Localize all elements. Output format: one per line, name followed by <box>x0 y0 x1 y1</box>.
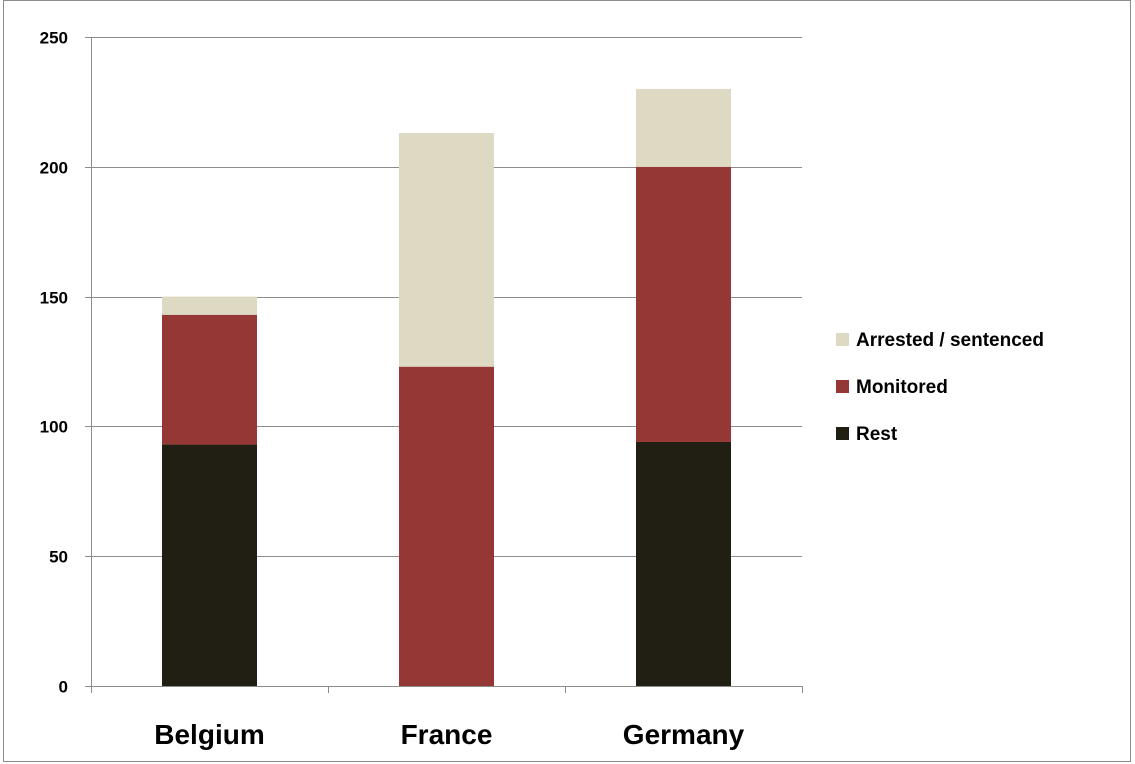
y-tick-label: 0 <box>59 678 68 697</box>
y-tick-label: 50 <box>49 548 68 567</box>
bar-belgium-arrested-sentenced <box>162 296 257 315</box>
bars <box>162 88 731 686</box>
x-tick-label: Belgium <box>154 719 264 750</box>
bar-belgium-rest <box>162 444 257 686</box>
bar-germany-rest <box>636 441 731 686</box>
y-tick-label: 100 <box>40 418 68 437</box>
axes <box>85 37 803 693</box>
x-tick-label: France <box>401 719 493 750</box>
bar-germany-arrested-sentenced <box>636 88 731 167</box>
x-tick-label: Germany <box>623 719 745 750</box>
bar-france-arrested-sentenced <box>399 133 494 367</box>
bar-belgium-monitored <box>162 314 257 445</box>
y-tick-label: 250 <box>40 29 68 48</box>
bar-france-monitored <box>399 366 494 686</box>
legend-swatch <box>836 333 849 346</box>
legend-label: Monitored <box>856 377 948 398</box>
legend-label: Rest <box>856 424 898 445</box>
y-tick-labels: 0 50 100 150 200 250 <box>40 29 68 697</box>
y-tick-label: 150 <box>40 289 68 308</box>
bar-germany-monitored <box>636 166 731 442</box>
legend-label: Arrested / sentenced <box>856 330 1044 351</box>
y-tick-label: 200 <box>40 159 68 178</box>
legend: Arrested / sentenced Monitored Rest <box>836 330 1044 445</box>
x-tick-labels: Belgium France Germany <box>154 719 744 750</box>
legend-swatch <box>836 427 849 440</box>
legend-swatch <box>836 380 849 393</box>
